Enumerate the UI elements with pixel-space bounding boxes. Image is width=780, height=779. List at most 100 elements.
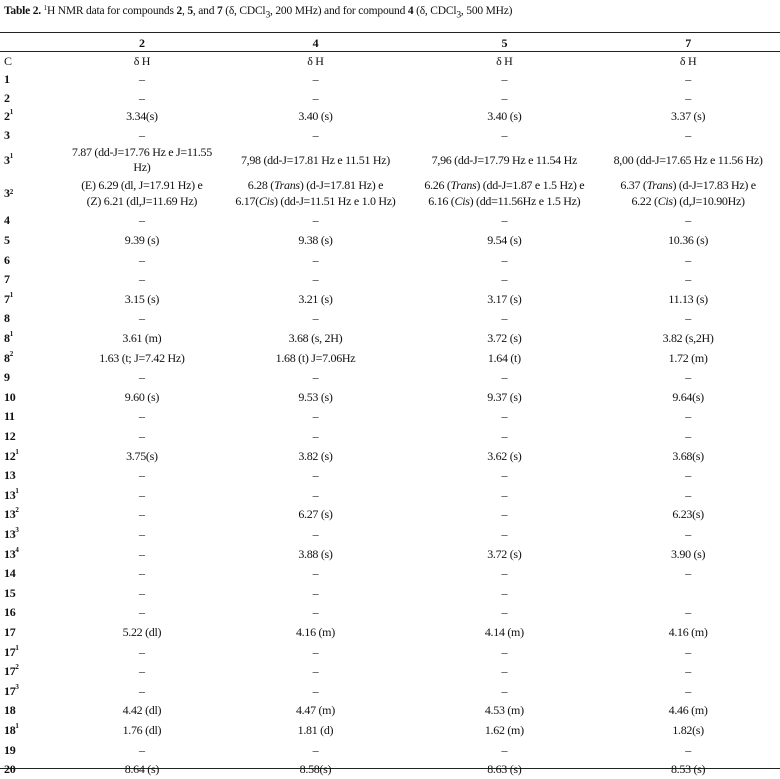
table-row: 31 7.87 (dd-J=17.76 Hz e J=11.55 Hz) 7,98 … — [0, 145, 780, 175]
shift-value: – — [139, 252, 145, 267]
carbon-label: 71 — [4, 290, 13, 306]
shift-value: – — [312, 487, 319, 502]
shift-value: 3.17 (s) — [487, 291, 522, 306]
shift-value: – — [312, 585, 319, 600]
shift-value: – — [312, 272, 319, 287]
shift-value: – — [685, 272, 691, 287]
shift-value: – — [312, 370, 319, 385]
shift-value: 1.72 (m) — [668, 350, 708, 365]
carbon-label: 133 — [4, 525, 19, 541]
shift-label: δ H — [679, 53, 697, 68]
shift-value: – — [685, 468, 691, 483]
table-row: 7 – – – – — [0, 270, 780, 290]
shift-value: – — [685, 644, 691, 659]
carbon-label: 172 — [4, 663, 19, 679]
shift-value: 8.58(s) — [299, 762, 332, 777]
shift-value: – — [501, 370, 508, 385]
bottom-rule — [0, 768, 780, 770]
table-row: 133 – – – – — [0, 525, 780, 545]
shift-value: – — [685, 128, 691, 143]
table-caption: Table 2. 1H NMR data for compounds 2, 5,… — [4, 4, 512, 20]
shift-value: – — [312, 90, 319, 105]
shift-value: 6.23(s) — [672, 507, 704, 522]
shift-value: – — [501, 90, 508, 105]
shift-value: 1.64 (t) — [487, 350, 521, 365]
shift-value-line: 6.17(Cis) (dd-J=11.51 Hz e 1.0 Hz) — [235, 194, 396, 209]
shift-value: 1.68 (t) J=7.06Hz — [275, 350, 356, 365]
table-row: 131 – – – – — [0, 486, 780, 506]
carbon-label: 181 — [4, 721, 19, 737]
carbon-label: 13 — [4, 468, 16, 483]
shift-label: δ H — [496, 53, 513, 68]
shift-value: – — [312, 71, 319, 86]
shift-value: – — [312, 429, 319, 444]
carbon-label: 32 — [4, 186, 13, 201]
shift-value: – — [139, 71, 145, 86]
shift-value: – — [685, 311, 691, 326]
shift-value: – — [501, 429, 508, 444]
shift-value: – — [501, 487, 508, 502]
compound-header-row: 2 4 5 7 — [0, 34, 780, 52]
shift-value — [596, 583, 780, 603]
shift-value: 3.37 (s) — [670, 109, 706, 124]
shift-value: – — [501, 526, 508, 541]
shift-value: – — [139, 370, 145, 385]
shift-value: 3.61 (m) — [122, 331, 162, 346]
table-row: 15 – – – — [0, 583, 780, 603]
carbon-label: 10 — [4, 389, 16, 404]
shift-value: 1.81 (d) — [297, 722, 334, 737]
shift-value: 3.72 (s) — [487, 546, 522, 561]
subheader-row: C δ H δ H δ H δ H — [0, 52, 780, 70]
shift-value: 4.46 (m) — [668, 703, 708, 718]
table-row: 18 4.42 (dl) 4.47 (m) 4.53 (m) 4.46 (m) — [0, 701, 780, 721]
carbon-label: 15 — [4, 585, 16, 600]
shift-value: 9.53 (s) — [298, 389, 333, 404]
carbon-label: 171 — [4, 643, 19, 659]
shift-value: – — [501, 468, 508, 483]
shift-value: 11.13 (s) — [668, 291, 708, 306]
shift-value: – — [312, 311, 319, 326]
shift-value: – — [139, 605, 145, 620]
shift-value: 1.82(s) — [672, 722, 704, 737]
column-header: 2 — [139, 35, 145, 50]
shift-value: – — [312, 664, 319, 679]
shift-value: 3.15 (s) — [124, 291, 160, 306]
table-row: 71 3.15 (s) 3.21 (s) 3.17 (s) 11.13 (s) — [0, 290, 780, 310]
shift-value: – — [685, 683, 691, 698]
shift-value: – — [685, 90, 691, 105]
shift-value: – — [139, 468, 145, 483]
shift-value: 4.14 (m) — [484, 624, 524, 639]
shift-value: – — [685, 71, 691, 86]
table-row: 13 – – – – — [0, 466, 780, 486]
table-row: 181 1.76 (dl) 1.81 (d) 1.62 (m) 1.82(s) — [0, 721, 780, 741]
table-row: 81 3.61 (m) 3.68 (s, 2H) 3.72 (s) 3.82 (s,2H… — [0, 329, 780, 349]
nmr-table: 2 4 5 7 C δ H δ H δ H δ H 1 – – – – 2 – – – – 21 3.… — [0, 34, 780, 779]
shift-value-line: 6.37 (Trans) (d-J=17.83 Hz) e — [620, 178, 756, 193]
shift-value: – — [501, 252, 508, 267]
shift-value: – — [501, 311, 508, 326]
shift-value: 1.62 (m) — [484, 722, 524, 737]
shift-value: 3.82 (s,2H) — [662, 331, 714, 346]
shift-value: 7.87 (dd-J=17.76 Hz e J=11.55 Hz) — [71, 145, 212, 175]
shift-value: 3.62 (s) — [487, 448, 522, 463]
shift-value: – — [139, 683, 145, 698]
carbon-label: 8 — [4, 311, 10, 326]
shift-value: 3.82 (s) — [298, 448, 333, 463]
top-rule — [0, 32, 780, 34]
shift-value: 4.53 (m) — [484, 703, 524, 718]
shift-value: – — [312, 605, 319, 620]
table-row: 12 – – – – — [0, 427, 780, 447]
table-row: 171 – – – – — [0, 642, 780, 662]
shift-value: 3.40 (s) — [487, 109, 522, 124]
shift-value: – — [139, 272, 145, 287]
shift-value: 3.88 (s) — [298, 546, 333, 561]
shift-value: 4.16 (m) — [668, 624, 708, 639]
shift-value: 10.36 (s) — [668, 233, 709, 248]
table-row: 173 – – – – — [0, 681, 780, 701]
shift-value: – — [685, 370, 691, 385]
shift-value: (E) 6.29 (dl, J=17.91 Hz) e (Z) 6.21 (dl,… — [65, 175, 218, 211]
shift-value-line: 6.26 (Trans) (dd-J=1.87 e 1.5 Hz) e — [424, 178, 585, 193]
table-row: 9 – – – – — [0, 368, 780, 388]
shift-value: – — [501, 585, 508, 600]
shift-value: – — [312, 128, 319, 143]
